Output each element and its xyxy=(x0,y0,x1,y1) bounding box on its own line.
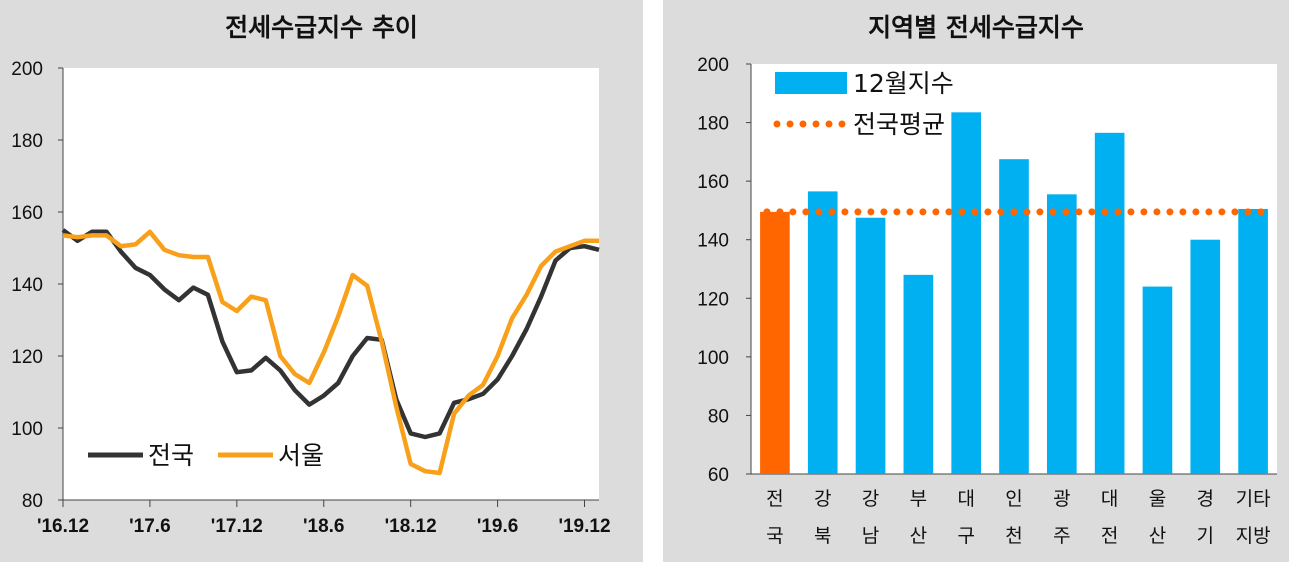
category-label-line2: 산 xyxy=(910,525,927,547)
bar xyxy=(760,211,790,474)
category-label-line1: 경 xyxy=(1197,488,1214,510)
category-label-line1: 대 xyxy=(1101,488,1118,510)
x-tick-label: '18.12 xyxy=(385,516,437,537)
y-tick-label: 100 xyxy=(697,348,729,369)
bar xyxy=(1046,194,1077,475)
x-tick-label: '17.6 xyxy=(129,516,171,537)
legend-swatch-december xyxy=(775,72,847,94)
bar xyxy=(1238,208,1268,474)
y-tick-label: 120 xyxy=(11,347,43,368)
bar xyxy=(951,112,982,475)
category-label-line2: 기 xyxy=(1197,525,1214,547)
y-tick-label: 180 xyxy=(11,131,43,152)
y-tick-label: 140 xyxy=(697,231,729,252)
plot-area xyxy=(63,68,599,500)
y-tick-label: 200 xyxy=(697,55,729,76)
category-label-line2: 천 xyxy=(1005,525,1022,547)
x-tick-label: '19.12 xyxy=(558,516,610,537)
y-tick-label: 80 xyxy=(22,491,43,512)
legend-label-seoul: 서울 xyxy=(278,441,324,470)
category-label-line2: 산 xyxy=(1149,525,1166,547)
category-label-line2: 국 xyxy=(766,525,783,547)
category-label-line2: 지방 xyxy=(1236,525,1271,547)
category-label-line1: 인 xyxy=(1005,488,1022,510)
bar xyxy=(1142,286,1173,474)
bar xyxy=(1094,132,1125,475)
y-tick-label: 160 xyxy=(697,172,729,193)
category-label-line2: 북 xyxy=(814,525,831,547)
category-label-line1: 강 xyxy=(814,488,831,510)
category-label-line2: 주 xyxy=(1053,525,1070,547)
category-label-line1: 울 xyxy=(1149,488,1166,510)
bar xyxy=(855,217,886,474)
x-tick-label: '16.12 xyxy=(37,516,89,537)
left-line-chart: 80 100 120 140 160 180 200 '16.12 '17.6 '17.12 '18… xyxy=(11,59,610,537)
category-label-line2: 구 xyxy=(957,525,974,547)
legend-label-national: 전국 xyxy=(148,441,194,470)
bar xyxy=(999,159,1029,474)
y-tick-label: 160 xyxy=(11,203,43,224)
x-tick-label: '18.6 xyxy=(303,516,345,537)
y-tick-label: 180 xyxy=(697,114,729,135)
category-label-line1: 강 xyxy=(862,488,879,510)
category-label-line2: 전 xyxy=(1101,525,1118,547)
left-chart-title: 전세수급지수 추이 xyxy=(225,13,418,42)
category-label-line2: 남 xyxy=(862,525,879,547)
legend-label-average: 전국평균 xyxy=(853,110,945,139)
y-tick-label: 60 xyxy=(708,465,729,486)
bar xyxy=(903,274,934,474)
y-tick-label: 140 xyxy=(11,275,43,296)
category-label-line1: 부 xyxy=(910,488,927,510)
y-tick-label: 120 xyxy=(697,289,729,310)
series-line-seoul xyxy=(62,229,599,476)
category-label-line1: 전 xyxy=(766,488,783,510)
series-line-national xyxy=(61,228,600,440)
legend-label-december: 12월지수 xyxy=(853,69,954,98)
category-label-line1: 대 xyxy=(957,488,974,510)
y-tick-label: 80 xyxy=(708,406,729,427)
y-tick-label: 200 xyxy=(11,59,43,80)
right-chart-panel: 지역별 전세수급지수 60 80 100 120 140 160 180 200 전 국 강 북 강 남 부… xyxy=(663,0,1289,562)
category-label-line1: 기타 xyxy=(1236,488,1271,510)
bar xyxy=(807,191,838,474)
category-label-line1: 광 xyxy=(1053,488,1070,510)
x-tick-label: '17.12 xyxy=(211,516,263,537)
right-bar-chart: 6080100120140160180200전국강북강남부산대구인천광주대전울산… xyxy=(697,55,1277,547)
bar xyxy=(1190,239,1221,474)
right-chart-title: 지역별 전세수급지수 xyxy=(868,13,1084,42)
x-tick-label: '19.6 xyxy=(477,516,519,537)
y-tick-label: 100 xyxy=(11,419,43,440)
left-chart-panel: 전세수급지수 추이 80 100 120 140 160 180 200 '16.12 '17.… xyxy=(0,0,643,562)
